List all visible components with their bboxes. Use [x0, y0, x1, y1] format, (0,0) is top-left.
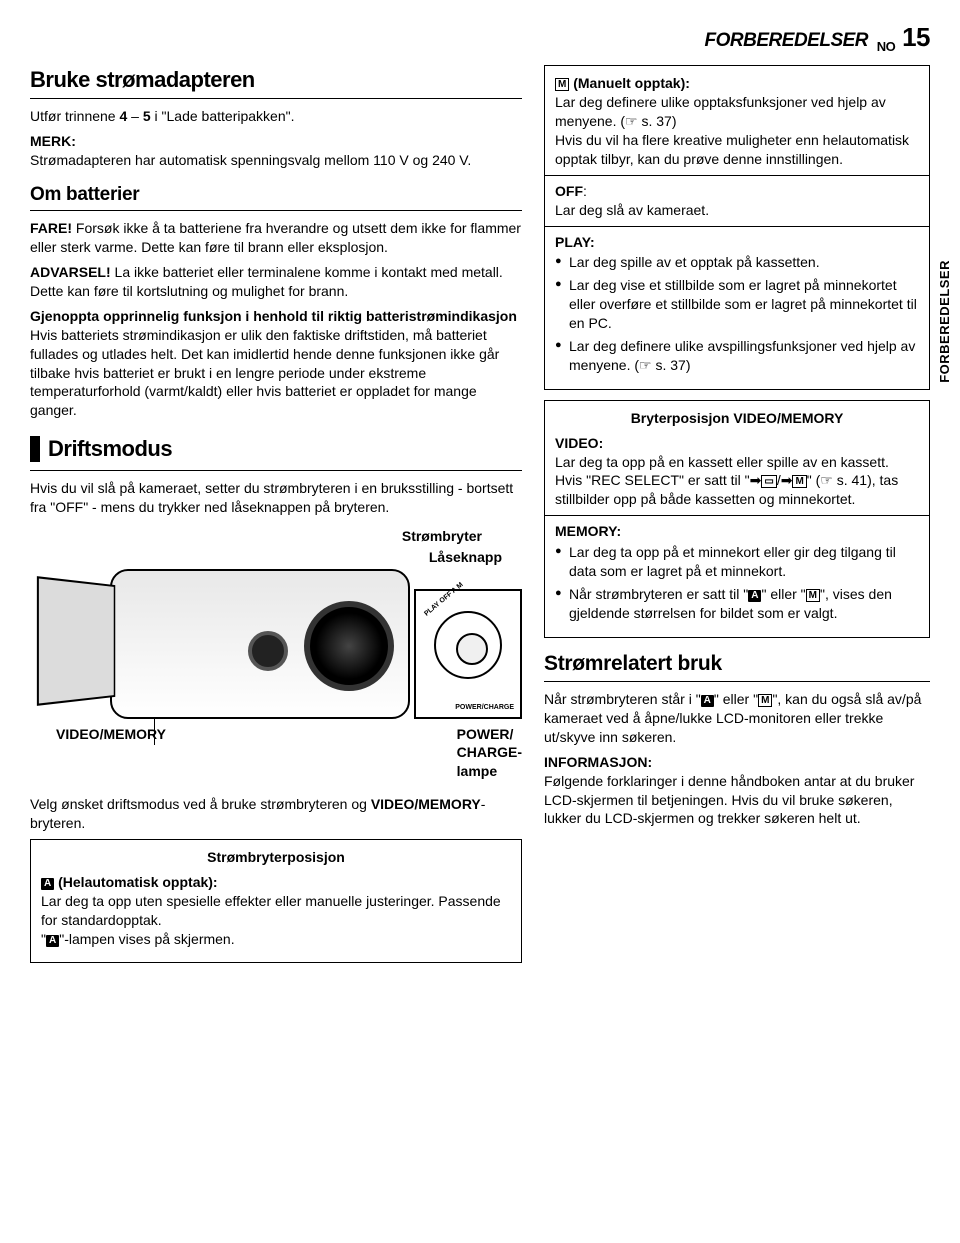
manual-text: Lar deg definere ulike opptaksfunksjoner… — [555, 94, 909, 167]
tape-icon: ▭ — [761, 475, 776, 488]
off-label: OFF — [555, 183, 583, 199]
play-list: Lar deg spille av et opptak på kassetten… — [555, 253, 919, 374]
restore-text: Hvis batteriets strømindikasjon er ulik … — [30, 327, 499, 419]
auto-mode: A (Helautomatisk opptak): Lar deg ta opp… — [41, 873, 511, 949]
switch-illustration: PLAY OFF A M POWER/CHARGE — [414, 589, 522, 719]
side-tab: FORBEREDELSER — [936, 260, 954, 383]
list-item: Lar deg ta opp på et minnekort eller gir… — [555, 543, 919, 581]
note: MERK: Strømadapteren har automatisk spen… — [30, 132, 522, 170]
note-label: MERK: — [30, 133, 76, 149]
camera-figure: Strømbryter Låseknapp PLAY OFF A M POWER… — [30, 527, 522, 781]
a-icon: A — [701, 695, 714, 707]
driftsmodus-intro: Hvis du vil slå på kameraet, setter du s… — [30, 479, 522, 517]
fig-label-laseknapp: Låseknapp — [30, 548, 502, 567]
m-icon: M — [792, 475, 806, 488]
info-label: INFORMASJON: — [544, 754, 652, 770]
power-related-text: Når strømbryteren står i "A" eller "M", … — [544, 690, 930, 747]
danger-label: FARE! — [30, 220, 72, 236]
list-item: Lar deg definere ulike avspillingsfunksj… — [555, 337, 919, 375]
a-icon: A — [748, 590, 761, 602]
fig-label-videomemory: VIDEO/MEMORY — [56, 725, 166, 782]
lang-code: NO — [877, 39, 896, 54]
auto-text: Lar deg ta opp uten spesielle effekter e… — [41, 893, 501, 928]
right-column: M (Manuelt opptak): Lar deg definere uli… — [544, 65, 930, 973]
page-number: 15 — [902, 22, 930, 52]
a-icon: A — [46, 935, 59, 947]
off-mode: OFF: Lar deg slå av kameraet. — [555, 182, 919, 220]
auto-foot: -lampen vises på skjermen. — [64, 931, 234, 947]
m-icon: M — [758, 694, 772, 707]
video-mode: VIDEO: Lar deg ta opp på en kassett elle… — [555, 434, 919, 510]
heading-power-adapter: Bruke strømadapteren — [30, 65, 522, 95]
list-item: Når strømbryteren er satt til "A" eller … — [555, 585, 919, 623]
left-column: Bruke strømadapteren Utfør trinnene 4 – … — [30, 65, 522, 973]
box-title: Strømbryterposisjon — [41, 848, 511, 867]
manual-mode-box: M (Manuelt opptak): Lar deg definere uli… — [544, 65, 930, 389]
section-title: FORBEREDELSER — [705, 30, 868, 51]
manual-label: (Manuelt opptak): — [569, 75, 690, 91]
manual-mode: M (Manuelt opptak): Lar deg definere uli… — [555, 74, 919, 168]
camera-illustration — [110, 569, 410, 719]
memory-list: Lar deg ta opp på et minnekort eller gir… — [555, 543, 919, 623]
video-label: VIDEO: — [555, 435, 603, 451]
box2-title: Bryterposisjon VIDEO/MEMORY — [555, 409, 919, 428]
select-mode-text: Velg ønsket driftsmodus ved å bruke strø… — [30, 795, 522, 833]
m-icon: M — [555, 78, 569, 91]
heading-batteries: Om batterier — [30, 182, 522, 208]
heading-driftsmodus: Driftsmodus — [30, 434, 522, 464]
fig-label-strombryter: Strømbryter — [30, 527, 482, 546]
restore-para: Gjenoppta opprinnelig funksjon i henhold… — [30, 307, 522, 420]
info-para: INFORMASJON: Følgende forklaringer i den… — [544, 753, 930, 829]
list-item: Lar deg vise et stillbilde som er lagret… — [555, 276, 919, 333]
auto-label: (Helautomatisk opptak): — [54, 874, 217, 890]
danger-text: Forsøk ikke å ta batteriene fra hverandr… — [30, 220, 521, 255]
memory-label: MEMORY: — [555, 523, 621, 539]
switch-position-box: Strømbryterposisjon A (Helautomatisk opp… — [30, 839, 522, 963]
a-icon: A — [41, 878, 54, 890]
info-text: Følgende forklaringer i denne håndboken … — [544, 773, 914, 827]
heading-power-related: Strømrelatert bruk — [544, 650, 930, 678]
list-item: Lar deg spille av et opptak på kassetten… — [555, 253, 919, 272]
videomemory-box: Bryterposisjon VIDEO/MEMORY VIDEO: Lar d… — [544, 400, 930, 638]
fig-label-powercharge: POWER/ CHARGE- lampe — [457, 725, 522, 782]
off-text: Lar deg slå av kameraet. — [555, 202, 709, 218]
page-header: FORBEREDELSER NO 15 — [30, 20, 930, 55]
restore-heading: Gjenoppta opprinnelig funksjon i henhold… — [30, 308, 517, 324]
m-icon: M — [806, 589, 820, 602]
switch-bottom-label: POWER/CHARGE — [455, 703, 514, 712]
play-label: PLAY: — [555, 234, 595, 250]
danger-para: FARE! Forsøk ikke å ta batteriene fra hv… — [30, 219, 522, 257]
warning-label: ADVARSEL! — [30, 264, 111, 280]
note-text: Strømadapteren har automatisk spenningsv… — [30, 152, 471, 168]
warning-para: ADVARSEL! La ikke batteriet eller termin… — [30, 263, 522, 301]
step-text: Utfør trinnene 4 – 5 i "Lade batteripakk… — [30, 107, 522, 126]
